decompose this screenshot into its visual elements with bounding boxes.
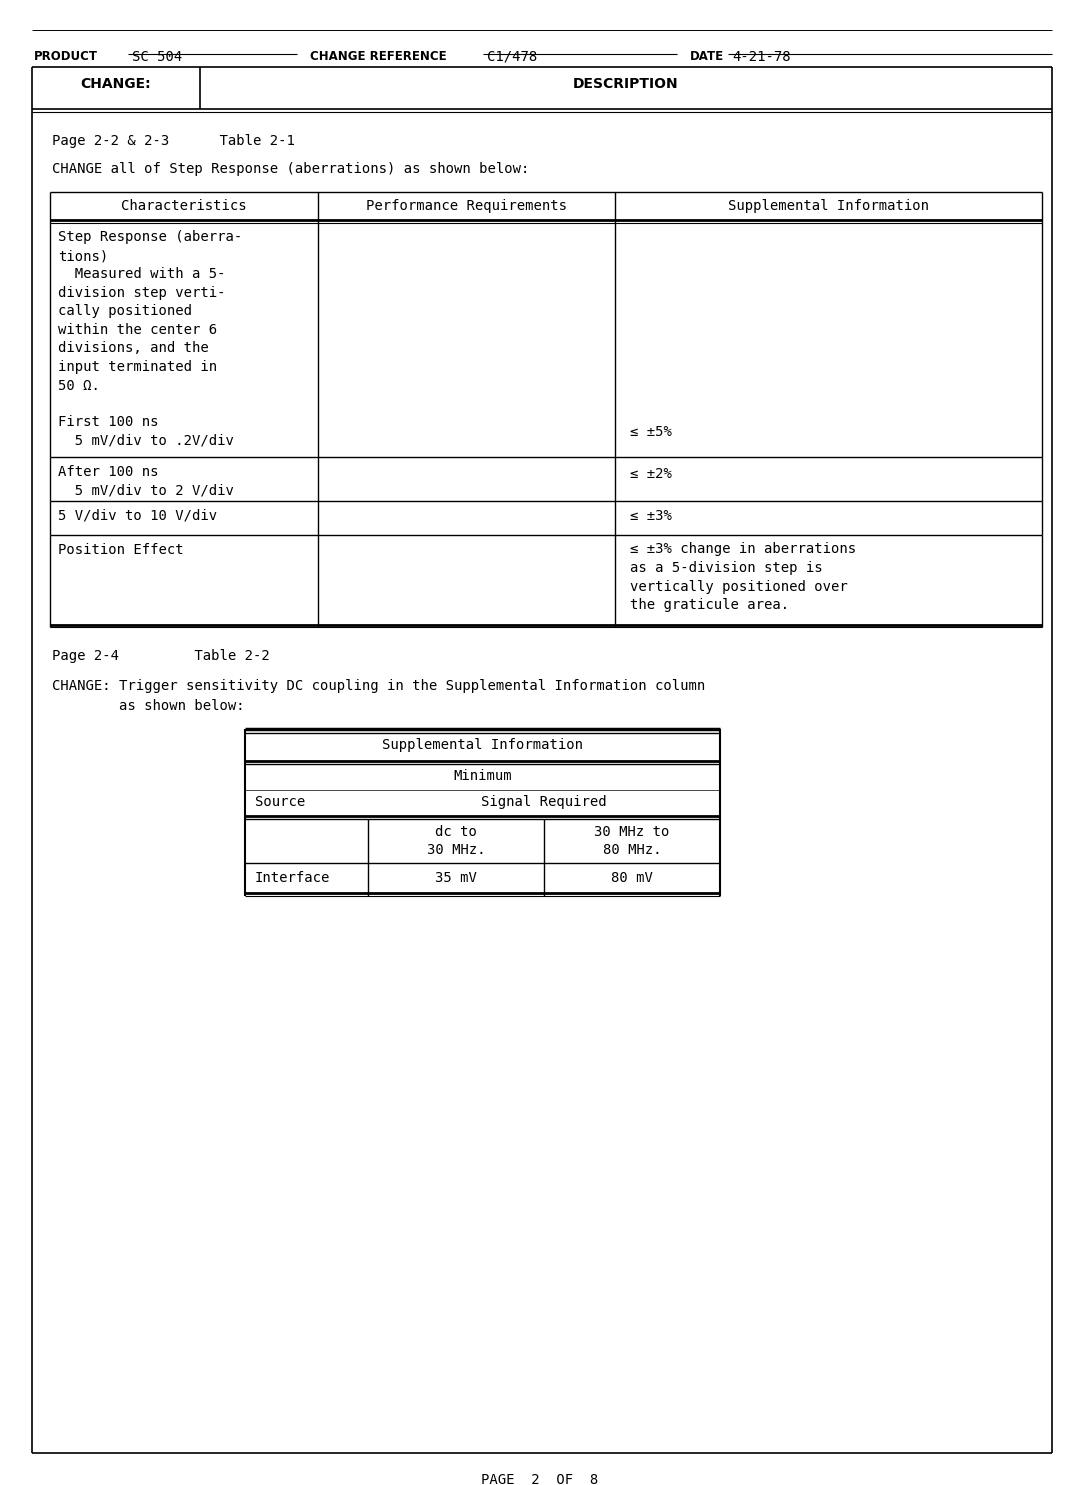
Text: Performance Requirements: Performance Requirements [366, 199, 567, 212]
Text: Page 2-4         Table 2-2: Page 2-4 Table 2-2 [52, 649, 270, 662]
Text: vertically positioned over: vertically positioned over [630, 579, 848, 594]
Text: CHANGE:: CHANGE: [81, 77, 151, 91]
Text: After 100 ns: After 100 ns [58, 465, 159, 478]
Text: 5 mV/div to .2V/div: 5 mV/div to .2V/div [58, 434, 234, 448]
Text: Signal Required: Signal Required [482, 794, 607, 809]
Text: CHANGE all of Step Response (aberrations) as shown below:: CHANGE all of Step Response (aberrations… [52, 162, 529, 177]
Text: 30 MHz.: 30 MHz. [427, 843, 485, 857]
Text: Page 2-2 & 2-3      Table 2-1: Page 2-2 & 2-3 Table 2-1 [52, 134, 295, 149]
Text: PRODUCT: PRODUCT [33, 50, 98, 62]
Text: DATE: DATE [690, 50, 724, 62]
Text: 35 mV: 35 mV [435, 872, 477, 885]
Text: 5 V/div to 10 V/div: 5 V/div to 10 V/div [58, 508, 217, 523]
Text: division step verti-: division step verti- [58, 287, 226, 300]
Text: Measured with a 5-: Measured with a 5- [58, 267, 226, 282]
Text: tions): tions) [58, 249, 108, 263]
Text: Position Effect: Position Effect [58, 542, 184, 557]
Text: 80 mV: 80 mV [611, 872, 653, 885]
Text: divisions, and the: divisions, and the [58, 342, 208, 355]
Text: SC 504: SC 504 [132, 50, 183, 64]
Text: 30 MHz to: 30 MHz to [594, 826, 670, 839]
Text: 80 MHz.: 80 MHz. [603, 843, 661, 857]
Text: ≤ ±3%: ≤ ±3% [630, 508, 672, 523]
Text: DESCRIPTION: DESCRIPTION [573, 77, 679, 91]
Text: the graticule area.: the graticule area. [630, 598, 789, 612]
Text: ≤ ±5%: ≤ ±5% [630, 425, 672, 438]
Text: Source: Source [255, 794, 306, 809]
Text: 4-21-78: 4-21-78 [732, 50, 791, 64]
Text: as shown below:: as shown below: [52, 699, 245, 713]
Text: C1/478: C1/478 [487, 50, 537, 64]
Text: 50 Ω.: 50 Ω. [58, 379, 99, 392]
Text: within the center 6: within the center 6 [58, 324, 217, 337]
Text: Characteristics: Characteristics [121, 199, 247, 212]
Text: ≤ ±2%: ≤ ±2% [630, 466, 672, 481]
Text: CHANGE: Trigger sensitivity DC coupling in the Supplemental Information column: CHANGE: Trigger sensitivity DC coupling … [52, 679, 705, 693]
Text: as a 5-division step is: as a 5-division step is [630, 561, 823, 575]
Text: Supplemental Information: Supplemental Information [728, 199, 929, 212]
Text: Step Response (aberra-: Step Response (aberra- [58, 230, 242, 245]
Text: ≤ ±3% change in aberrations: ≤ ±3% change in aberrations [630, 542, 856, 557]
Text: input terminated in: input terminated in [58, 359, 217, 374]
Text: Supplemental Information: Supplemental Information [382, 738, 583, 751]
Text: cally positioned: cally positioned [58, 304, 192, 318]
Text: CHANGE REFERENCE: CHANGE REFERENCE [310, 50, 447, 62]
Text: 5 mV/div to 2 V/div: 5 mV/div to 2 V/div [58, 483, 234, 497]
Text: Minimum: Minimum [454, 769, 512, 783]
Text: dc to: dc to [435, 826, 477, 839]
Text: PAGE  2  OF  8: PAGE 2 OF 8 [482, 1473, 598, 1485]
Text: Interface: Interface [255, 872, 330, 885]
Text: First 100 ns: First 100 ns [58, 416, 159, 429]
